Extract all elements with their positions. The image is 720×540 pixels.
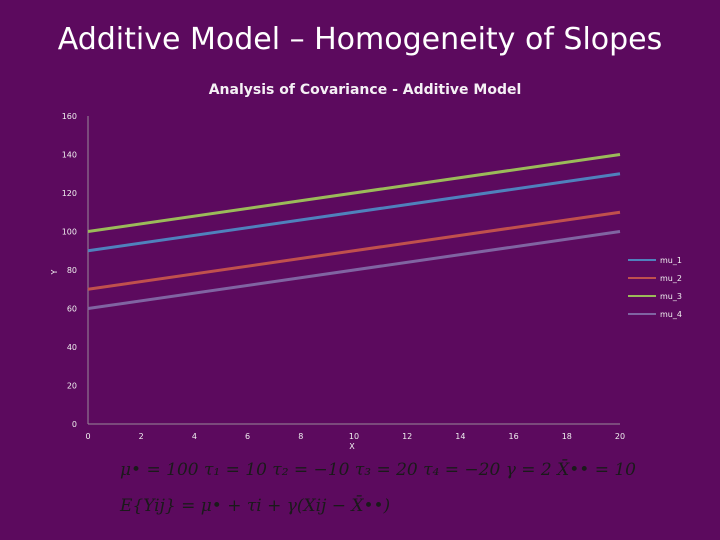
y-tick-label: 140 [62,151,77,160]
series-line-mu_2 [87,210,621,291]
legend-label: mu_1 [660,256,682,265]
x-tick-label: 14 [455,432,465,441]
x-tick-label: 12 [402,432,412,441]
x-tick-label: 20 [615,432,625,441]
legend-label: mu_4 [660,310,682,319]
y-tick-label: 20 [67,382,77,391]
series-line-mu_3 [87,153,621,233]
x-tick-label: 4 [192,432,197,441]
series-line-mu_4 [87,230,621,310]
series-line-mu_1 [87,172,621,253]
y-tick-label: 60 [67,305,77,314]
model-equation: E{Yij} = μ• + τi + γ(Xij − X̄••) [120,496,391,516]
x-tick-label: 8 [298,432,303,441]
chart-axes: 0 20 40 60 80 100 120 140 160 0 2 4 6 8 10 12 14 16 18 20 X Y [50,112,625,451]
y-axis-label: Y [50,269,59,275]
parameter-equation: μ• = 100 τ₁ = 10 τ₂ = −10 τ₃ = 20 τ₄ = −… [120,460,636,480]
y-tick-label: 120 [62,189,77,198]
x-tick-label: 10 [349,432,359,441]
y-tick-label: 0 [72,420,77,429]
chart-title: Analysis of Covariance - Additive Model [208,82,522,98]
slide-title: Additive Model – Homogeneity of Slopes [57,22,663,57]
series-lines [87,153,621,310]
model-equations: μ• = 100 τ₁ = 10 τ₂ = −10 τ₃ = 20 τ₄ = −… [120,460,640,532]
x-tick-label: 18 [562,432,572,441]
x-tick-label: 2 [139,432,144,441]
x-tick-label: 6 [245,432,250,441]
y-tick-label: 100 [62,228,77,237]
y-tick-label: 160 [62,112,77,121]
chart-legend: mu_1 mu_2 mu_3 mu_4 [628,256,682,319]
x-axis-label: X [349,442,355,451]
legend-label: mu_3 [660,292,682,301]
x-tick-label: 0 [85,432,90,441]
y-tick-label: 40 [67,343,77,352]
y-tick-label: 80 [67,266,77,275]
legend-label: mu_2 [660,274,682,283]
x-tick-label: 16 [509,432,519,441]
